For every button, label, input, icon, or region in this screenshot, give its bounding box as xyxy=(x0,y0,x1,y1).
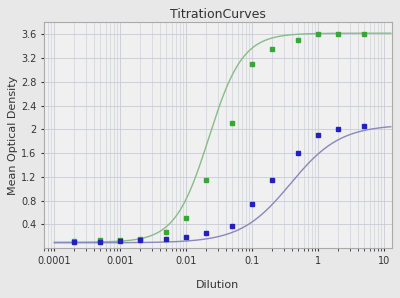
X-axis label: Dilution: Dilution xyxy=(196,280,240,290)
Y-axis label: Mean Optical Density: Mean Optical Density xyxy=(8,76,18,195)
Title: TitrationCurves: TitrationCurves xyxy=(170,8,266,21)
